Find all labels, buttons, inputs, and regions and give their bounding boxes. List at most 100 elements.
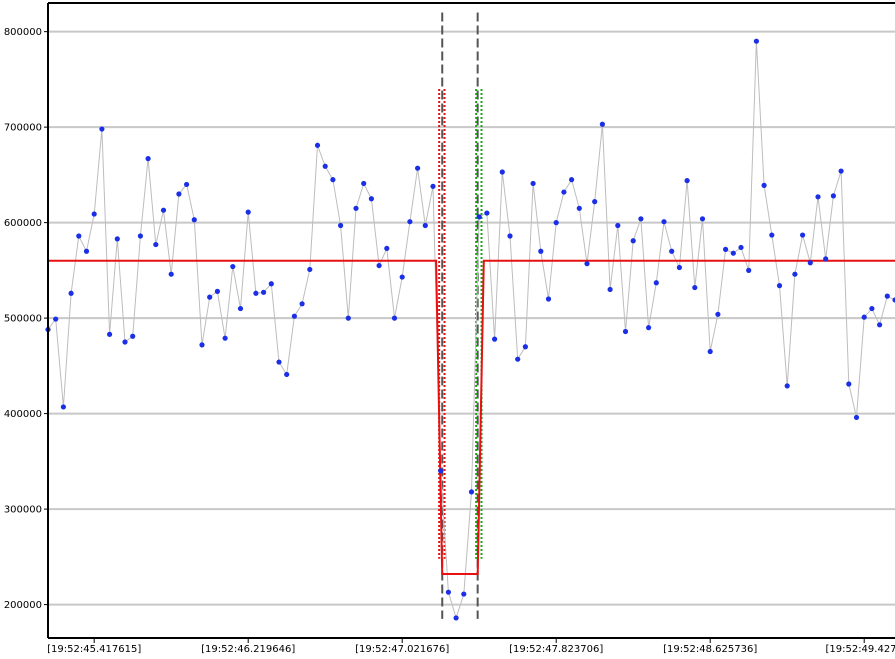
sample-point [468, 489, 475, 495]
sample-point [376, 262, 382, 269]
sample-point [892, 297, 895, 303]
sample-point [83, 248, 90, 254]
marker-layer [438, 12, 483, 619]
sample-point [877, 322, 883, 328]
x-tick-label: [19:52:47.021676] [355, 644, 449, 655]
sample-point [830, 193, 837, 199]
sample-point [846, 381, 852, 387]
y-tick-label: 500000 [4, 314, 42, 325]
x-tick-label: [19:52:47.823706] [509, 644, 603, 655]
y-tick-label: 200000 [4, 600, 42, 611]
sample-point [884, 293, 890, 299]
sample-point [422, 222, 428, 229]
sample-point [445, 589, 451, 595]
sample-point [522, 344, 529, 350]
sample-point [615, 222, 621, 229]
sample-point [807, 260, 813, 266]
sample-point [746, 267, 752, 273]
sample-point [761, 182, 767, 188]
sample-point [137, 233, 143, 239]
sample-point [184, 181, 190, 188]
sample-point [707, 348, 713, 355]
sample-point [861, 314, 867, 320]
sample-point [176, 191, 182, 197]
series-layer [45, 38, 895, 621]
sample-point [453, 615, 459, 621]
sample-point [769, 232, 775, 238]
sample-point [792, 271, 798, 277]
sample-point [561, 189, 567, 195]
sample-point [130, 333, 136, 339]
sample-point [53, 316, 59, 322]
sample-point [753, 38, 760, 44]
sample-point [723, 246, 729, 252]
sample-point [630, 238, 636, 244]
x-tick-label: [19:52:45.417615] [47, 644, 141, 655]
sample-point [230, 263, 236, 270]
sample-point [461, 591, 467, 597]
sample-point [415, 165, 421, 171]
sample-point [222, 335, 228, 341]
sample-point [168, 271, 174, 277]
sample-point [345, 315, 351, 321]
sample-point [515, 356, 521, 362]
sample-point [730, 250, 736, 256]
sample-point [330, 177, 336, 183]
sample-point [276, 359, 282, 365]
sample-point [76, 233, 82, 239]
sample-point [676, 264, 683, 271]
sample-point [507, 233, 513, 239]
sample-point [153, 241, 159, 248]
sample-point [261, 289, 267, 295]
sample-point [653, 280, 659, 286]
sample-point [107, 331, 113, 337]
sample-point [268, 281, 274, 287]
sample-point [191, 217, 197, 223]
sample-point [245, 209, 251, 215]
sample-point [114, 236, 120, 242]
sample-point [476, 214, 482, 220]
sample-point [815, 194, 821, 200]
sample-point [237, 305, 244, 312]
y-tick-label: 600000 [4, 218, 42, 229]
sample-point [823, 256, 829, 262]
sample-point [776, 283, 783, 289]
sample-point [553, 220, 559, 226]
sample-point [291, 313, 297, 319]
sample-point [60, 404, 66, 410]
x-tick-label: [19:52:46.219646] [201, 644, 295, 655]
sample-point [207, 294, 213, 300]
y-tick-label: 800000 [4, 27, 42, 38]
step-line [48, 259, 895, 575]
sample-point [368, 196, 374, 202]
sample-point [646, 325, 652, 331]
sample-point [661, 219, 667, 225]
sample-point [584, 261, 590, 267]
sample-point [284, 371, 290, 378]
sample-point [253, 290, 259, 296]
sample-point [160, 207, 167, 213]
sample-point [361, 180, 367, 187]
sample-point [622, 328, 629, 335]
sample-point [353, 205, 359, 211]
sample-point [699, 216, 706, 222]
x-tick-label: [19:52:49.4277 [825, 644, 895, 655]
y-tick-label: 300000 [4, 505, 42, 516]
sample-point [438, 468, 444, 474]
sample-point [399, 274, 405, 280]
sample-point [838, 168, 844, 174]
sample-point [569, 177, 575, 183]
sample-point [499, 169, 505, 175]
sample-point [576, 205, 582, 211]
x-tick-label: [19:52:48.625736] [663, 644, 757, 655]
sample-point [492, 336, 498, 342]
sample-point [869, 305, 875, 312]
sample-point [430, 183, 436, 189]
sample-point [68, 290, 74, 296]
y-tick-label: 400000 [4, 409, 42, 420]
sample-point [384, 245, 390, 252]
sample-point [322, 163, 328, 169]
sample-point [484, 210, 490, 216]
